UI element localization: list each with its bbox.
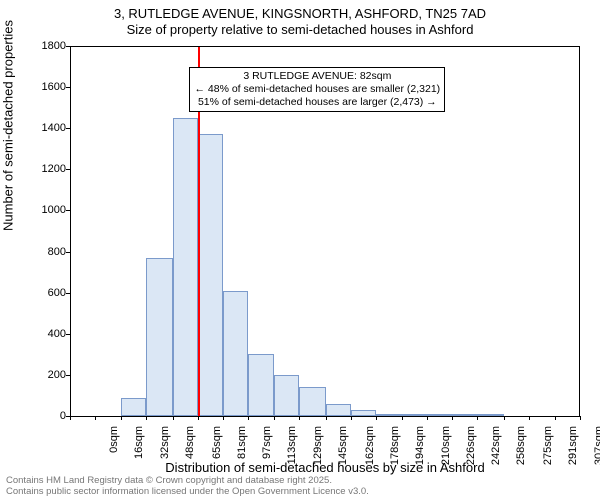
y-tick-mark — [66, 293, 70, 294]
x-axis-label: Distribution of semi-detached houses by … — [70, 460, 580, 475]
y-tick-label: 1400 — [0, 122, 66, 134]
x-tick-label: 0sqm — [108, 426, 120, 466]
x-tick-label: 162sqm — [364, 426, 376, 466]
x-tick-mark — [529, 416, 530, 420]
y-tick-label: 0 — [0, 410, 66, 422]
y-tick-mark — [66, 87, 70, 88]
x-tick-mark — [299, 416, 300, 420]
x-tick-mark — [477, 416, 478, 420]
x-tick-mark — [351, 416, 352, 420]
annotation-line3: 51% of semi-detached houses are larger (… — [194, 96, 440, 109]
x-tick-label: 65sqm — [211, 426, 223, 466]
x-tick-label: 307sqm — [593, 426, 600, 466]
x-tick-label: 226sqm — [465, 426, 477, 466]
y-tick-label: 600 — [0, 287, 66, 299]
chart-title-line1: 3, RUTLEDGE AVENUE, KINGSNORTH, ASHFORD,… — [0, 6, 600, 21]
x-tick-label: 258sqm — [515, 426, 527, 466]
histogram-bar — [274, 375, 299, 416]
annotation-line2: ← 48% of semi-detached houses are smalle… — [194, 83, 440, 96]
y-tick-label: 1800 — [0, 40, 66, 52]
y-tick-mark — [66, 210, 70, 211]
y-tick-label: 1200 — [0, 163, 66, 175]
y-axis-line — [70, 46, 71, 416]
y-tick-mark — [66, 252, 70, 253]
y-tick-label: 800 — [0, 246, 66, 258]
x-tick-mark — [427, 416, 428, 420]
annotation-box: 3 RUTLEDGE AVENUE: 82sqm ← 48% of semi-d… — [189, 67, 445, 112]
x-tick-mark — [376, 416, 377, 420]
y-tick-label: 200 — [0, 369, 66, 381]
histogram-bar — [198, 134, 223, 416]
chart-title-block: 3, RUTLEDGE AVENUE, KINGSNORTH, ASHFORD,… — [0, 0, 600, 37]
x-tick-label: 242sqm — [490, 426, 502, 466]
x-tick-mark — [70, 416, 71, 420]
footer-attribution: Contains HM Land Registry data © Crown c… — [6, 476, 369, 498]
y-tick-mark — [66, 128, 70, 129]
y-tick-label: 1600 — [0, 81, 66, 93]
x-tick-label: 16sqm — [133, 426, 145, 466]
x-tick-label: 145sqm — [337, 426, 349, 466]
x-tick-label: 129sqm — [312, 426, 324, 466]
y-tick-label: 400 — [0, 328, 66, 340]
histogram-bar — [326, 404, 351, 416]
x-tick-mark — [555, 416, 556, 420]
x-tick-mark — [326, 416, 327, 420]
x-tick-label: 178sqm — [389, 426, 401, 466]
histogram-bar — [121, 398, 146, 417]
x-tick-label: 210sqm — [440, 426, 452, 466]
histogram-bar — [248, 354, 273, 416]
x-tick-mark — [223, 416, 224, 420]
x-tick-label: 291sqm — [567, 426, 579, 466]
x-tick-label: 97sqm — [261, 426, 273, 466]
annotation-line1: 3 RUTLEDGE AVENUE: 82sqm — [194, 70, 440, 83]
x-tick-mark — [580, 416, 581, 420]
x-tick-mark — [173, 416, 174, 420]
x-tick-label: 81sqm — [236, 426, 248, 466]
histogram-bar — [146, 258, 173, 416]
footer-line2: Contains public sector information licen… — [6, 487, 369, 498]
x-tick-mark — [146, 416, 147, 420]
chart-title-line2: Size of property relative to semi-detach… — [0, 22, 600, 37]
x-tick-mark — [274, 416, 275, 420]
y-tick-mark — [66, 169, 70, 170]
x-tick-mark — [248, 416, 249, 420]
x-tick-mark — [121, 416, 122, 420]
y-tick-mark — [66, 46, 70, 47]
histogram-bar — [223, 291, 248, 416]
histogram-bar — [299, 387, 326, 416]
x-tick-mark — [95, 416, 96, 420]
x-tick-mark — [452, 416, 453, 420]
histogram-bar — [173, 118, 198, 416]
x-tick-label: 48sqm — [184, 426, 196, 466]
y-tick-mark — [66, 375, 70, 376]
x-tick-mark — [198, 416, 199, 420]
x-tick-label: 194sqm — [414, 426, 426, 466]
y-tick-mark — [66, 334, 70, 335]
x-tick-label: 113sqm — [286, 426, 298, 466]
y-tick-label: 1000 — [0, 204, 66, 216]
x-tick-mark — [504, 416, 505, 420]
x-tick-label: 275sqm — [542, 426, 554, 466]
x-tick-label: 32sqm — [159, 426, 171, 466]
x-tick-mark — [402, 416, 403, 420]
